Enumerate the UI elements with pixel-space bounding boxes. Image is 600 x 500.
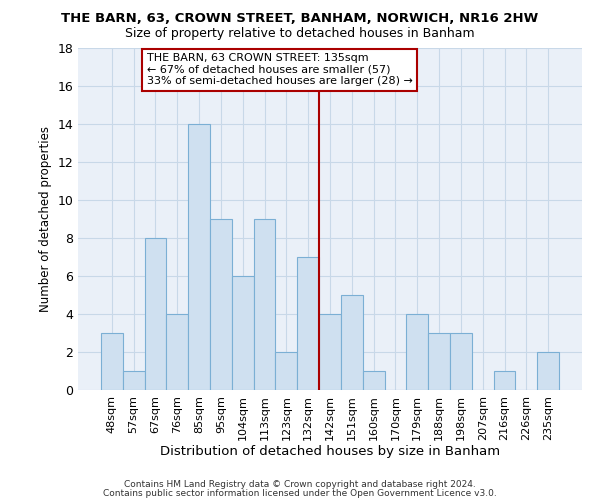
Bar [450,333,472,390]
Bar [254,219,275,390]
Text: Contains HM Land Registry data © Crown copyright and database right 2024.: Contains HM Land Registry data © Crown c… [124,480,476,489]
Bar [363,371,385,390]
Text: Contains public sector information licensed under the Open Government Licence v3: Contains public sector information licen… [103,488,497,498]
Bar [210,219,232,390]
Y-axis label: Number of detached properties: Number of detached properties [39,126,52,312]
Bar [494,371,515,390]
Bar [101,333,123,390]
Text: THE BARN, 63, CROWN STREET, BANHAM, NORWICH, NR16 2HW: THE BARN, 63, CROWN STREET, BANHAM, NORW… [61,12,539,26]
Bar [123,371,145,390]
Bar [537,352,559,390]
Bar [188,124,210,390]
Bar [297,257,319,390]
Bar [341,295,363,390]
Bar [145,238,166,390]
Bar [275,352,297,390]
Bar [319,314,341,390]
Bar [428,333,450,390]
Bar [232,276,254,390]
Text: THE BARN, 63 CROWN STREET: 135sqm
← 67% of detached houses are smaller (57)
33% : THE BARN, 63 CROWN STREET: 135sqm ← 67% … [147,53,413,86]
X-axis label: Distribution of detached houses by size in Banham: Distribution of detached houses by size … [160,446,500,458]
Text: Size of property relative to detached houses in Banham: Size of property relative to detached ho… [125,28,475,40]
Bar [166,314,188,390]
Bar [406,314,428,390]
